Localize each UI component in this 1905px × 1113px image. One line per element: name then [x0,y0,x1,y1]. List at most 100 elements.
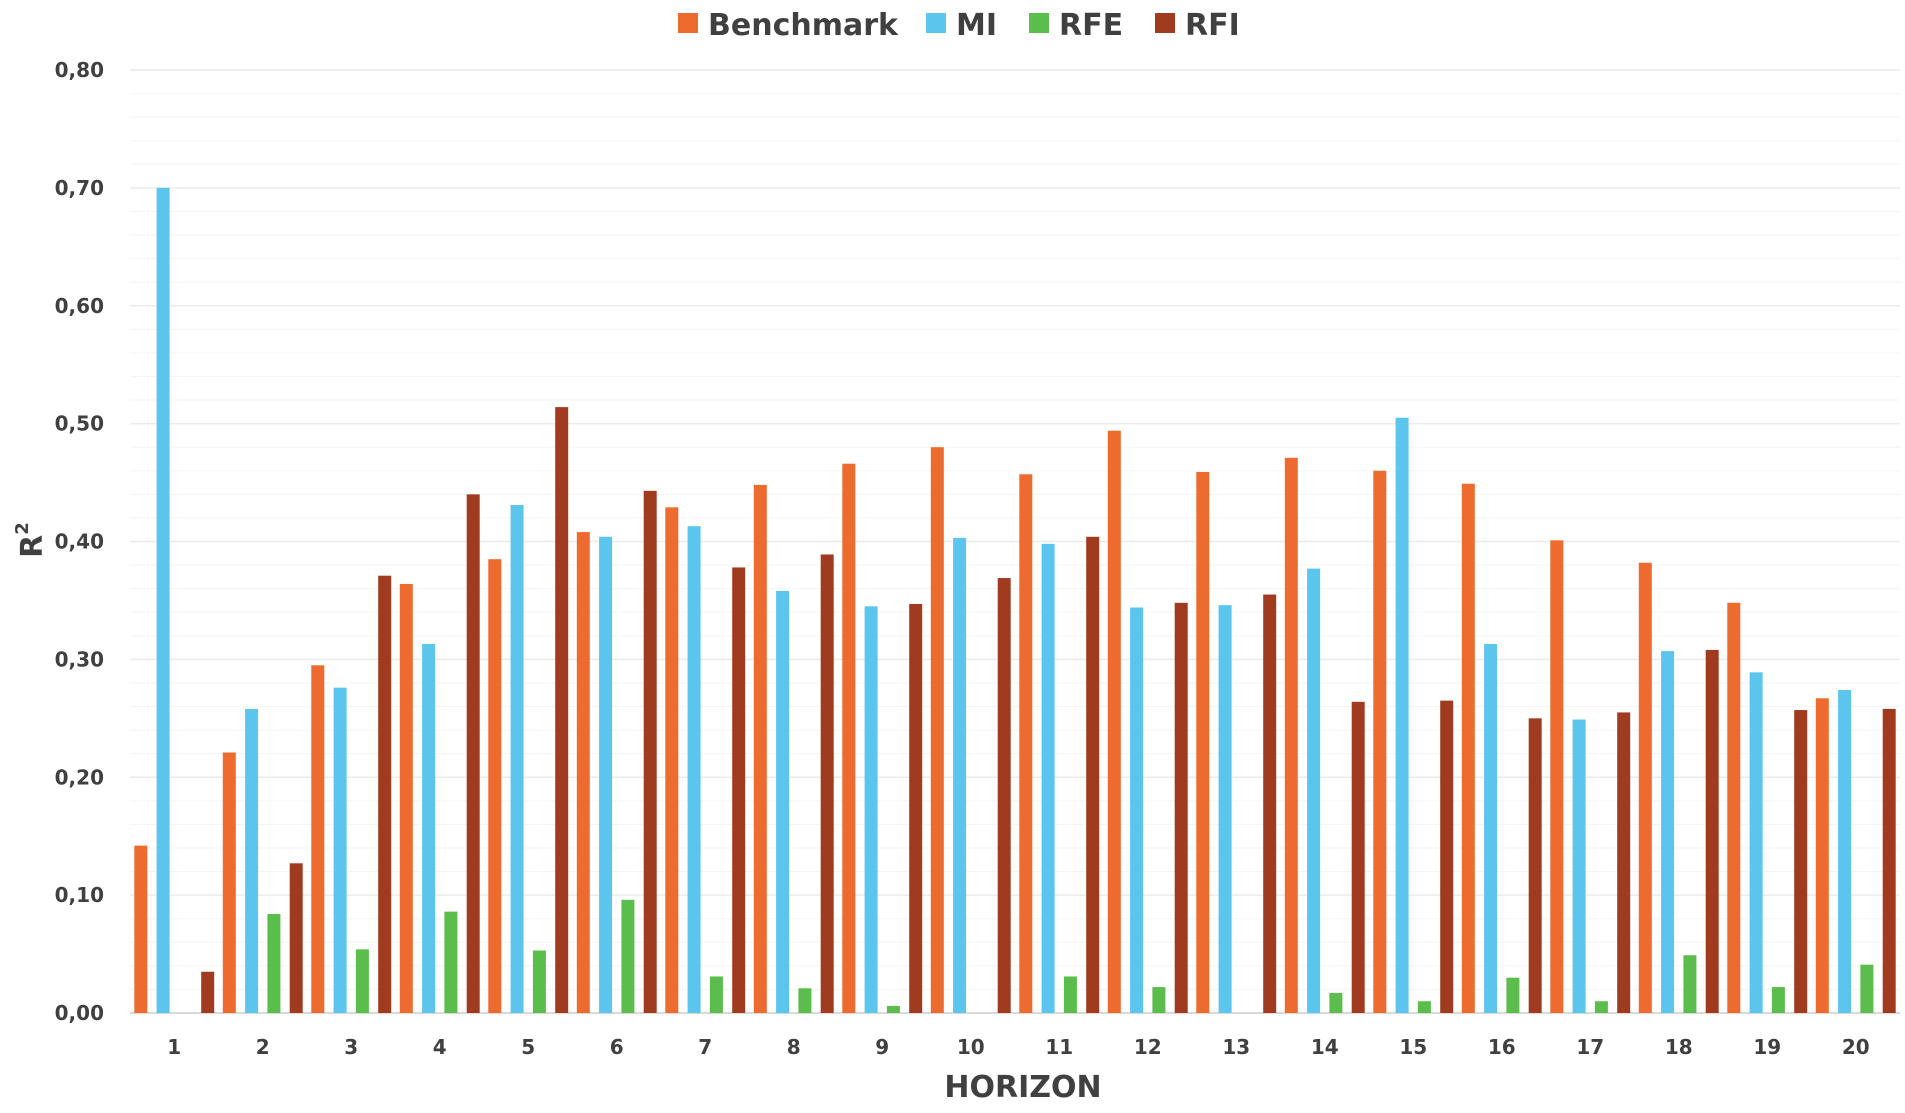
legend-swatch [1155,13,1175,33]
bar-group [1461,483,1542,1014]
bar-benchmark [399,583,413,1013]
bar-rfi [555,407,569,1013]
bar-benchmark [1638,562,1652,1013]
bar-mi [156,187,170,1013]
bar-rfi [1528,718,1542,1013]
bar-rfe [1329,992,1343,1013]
bar-group [1196,471,1277,1013]
bar-group [222,708,303,1013]
bar-rfi [909,603,923,1013]
bar-group [1284,457,1365,1014]
bar-rfi [643,490,657,1014]
x-axis-ticks: 1 2 3 4 5 6 7 8 9 10 11 12 13 14 15 16 17 18 19 20 [167,1035,1869,1059]
bar-mi [510,504,524,1013]
x-tick-label: 12 [1134,1035,1162,1059]
x-tick-label: 10 [957,1035,985,1059]
bar-rfe [798,988,812,1013]
bar-group [1727,602,1808,1013]
bar-mi [1838,690,1852,1013]
bar-group [488,407,569,1013]
bar-benchmark [753,484,767,1013]
bar-mi [1749,672,1763,1013]
bar-benchmark [311,665,325,1013]
bar-benchmark [1373,470,1387,1013]
x-tick-label: 18 [1665,1035,1693,1059]
bar-mi [245,708,259,1013]
x-tick-label: 7 [698,1035,712,1059]
bar-rfe [355,949,369,1013]
bar-rfe [621,899,635,1013]
x-tick-label: 17 [1576,1035,1604,1059]
x-tick-label: 3 [344,1035,358,1059]
bar-rfe [267,913,281,1013]
bar-mi [1041,543,1055,1013]
bar-rfi [1794,710,1808,1013]
legend-label: RFI [1185,8,1240,43]
bar-group [1107,430,1188,1013]
x-tick-label: 4 [433,1035,447,1059]
bar-rfi [1263,594,1277,1013]
bar-benchmark [222,752,236,1013]
bars [134,187,1896,1014]
bar-rfi [820,554,834,1013]
bar-rfi [732,567,746,1013]
bar-mi [953,537,967,1013]
bar-group [1638,562,1719,1013]
y-tick-label: 0,20 [55,765,104,789]
bar-mi [687,526,701,1013]
bar-mi [422,644,436,1013]
bar-rfe [1860,964,1874,1013]
bar-rfe [444,911,458,1013]
x-tick-label: 13 [1222,1035,1250,1059]
legend-label: MI [956,8,997,43]
bar-rfi [1617,712,1631,1013]
y-tick-label: 0,70 [55,176,104,200]
bar-benchmark [1550,540,1564,1013]
bar-rfi [1174,602,1188,1013]
legend-item-benchmark: Benchmark [678,8,899,43]
bar-group [753,484,834,1013]
bar-benchmark [488,559,502,1013]
x-tick-label: 11 [1045,1035,1073,1059]
x-tick-label: 5 [521,1035,535,1059]
bar-rfe [1594,1001,1608,1013]
bar-benchmark [134,845,148,1013]
bar-mi [1661,651,1675,1013]
x-tick-label: 16 [1488,1035,1516,1059]
x-axis-title: HORIZON [944,1070,1101,1105]
bar-benchmark [1196,471,1210,1013]
gridlines [130,69,1900,1014]
y-tick-label: 0,40 [55,530,104,554]
bar-rfi [1705,649,1719,1013]
bar-rfi [378,575,392,1013]
bar-benchmark [1107,430,1121,1013]
bar-rfi [289,863,303,1013]
legend-swatch [678,13,698,33]
bar-benchmark [1284,457,1298,1014]
bar-benchmark [665,507,679,1013]
x-tick-label: 20 [1842,1035,1870,1059]
y-tick-label: 0,50 [55,412,104,436]
bar-rfe [1771,987,1785,1013]
x-tick-label: 19 [1753,1035,1781,1059]
bar-rfe [1417,1001,1431,1013]
bar-rfe [1506,977,1520,1013]
y-axis-ticks: 0,00 0,10 0,20 0,30 0,40 0,50 0,60 0,70 0,80 [55,58,104,1025]
legend-item-rfi: RFI [1155,8,1240,43]
bar-mi [333,687,347,1013]
legend-swatch [926,13,946,33]
bar-rfi [1086,536,1100,1013]
bar-group [1019,474,1100,1013]
y-axis-title-base: R [15,535,50,558]
bar-benchmark [1461,483,1475,1014]
bar-mi [599,536,613,1013]
x-tick-label: 15 [1399,1035,1427,1059]
bar-rfe [1683,955,1697,1013]
bar-group [930,447,1011,1013]
bar-group [576,490,657,1014]
bar-rfi [1351,701,1365,1013]
y-tick-label: 0,80 [55,58,104,82]
bar-mi [864,606,878,1013]
bar-group [665,507,746,1013]
bar-mi [1572,719,1586,1013]
